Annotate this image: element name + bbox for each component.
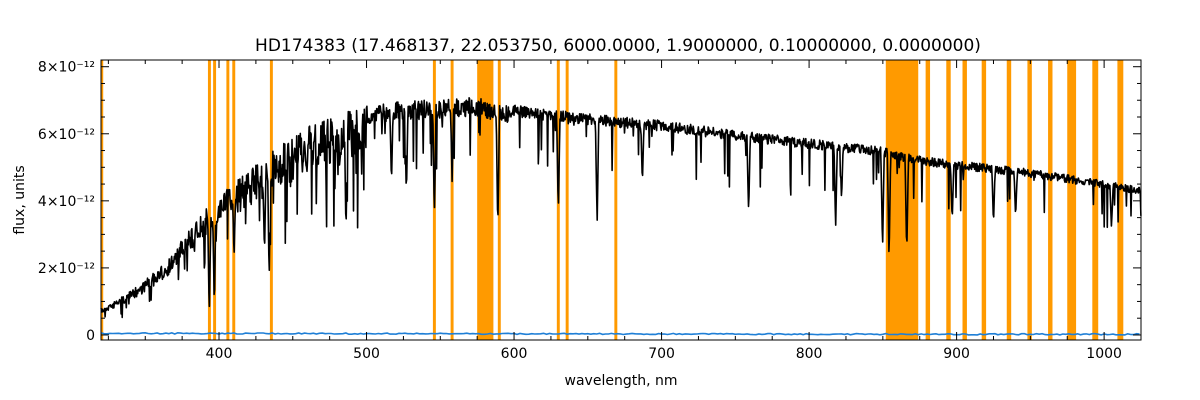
- masked-region-7: [450, 60, 454, 340]
- y-axis-title: flux, units: [12, 165, 28, 234]
- masked-regions: [101, 60, 1124, 340]
- masked-region-20: [1048, 60, 1053, 340]
- spectrum-series: [100, 97, 1142, 319]
- x-tick-label: 400: [206, 346, 233, 362]
- y-tick-label: 2×10⁻¹²: [38, 261, 95, 277]
- x-tick-label: 500: [353, 346, 380, 362]
- masked-region-8: [477, 60, 494, 340]
- spectrum-line: [100, 97, 1142, 319]
- masked-region-1: [207, 60, 211, 340]
- masked-region-9: [497, 60, 501, 340]
- plot-frame: [100, 59, 1142, 341]
- y-axis: 0 2×10⁻¹² 4×10⁻¹² 6×10⁻¹² 8×10⁻¹²: [38, 60, 1141, 344]
- x-axis-title: wavelength, nm: [565, 373, 678, 389]
- chart-title: HD174383 (17.468137, 22.053750, 6000.000…: [255, 36, 981, 56]
- masked-region-14: [925, 60, 931, 340]
- masked-region-11: [565, 60, 569, 340]
- masked-region-18: [1006, 60, 1012, 340]
- masked-region-22: [1092, 60, 1099, 340]
- x-axis: 400 500 600 700 800 900 1000: [107, 60, 1142, 362]
- y-tick-label: 4×10⁻¹²: [38, 194, 95, 210]
- masked-region-23: [1117, 60, 1124, 340]
- masked-region-2: [213, 60, 217, 340]
- masked-region-16: [962, 60, 967, 340]
- x-tick-label: 700: [648, 346, 675, 362]
- masked-region-17: [981, 60, 987, 340]
- error-series: [100, 331, 1140, 336]
- masked-region-12: [614, 60, 618, 340]
- y-tick-label: 6×10⁻¹²: [38, 127, 95, 143]
- masked-region-4: [232, 60, 236, 340]
- x-tick-label: 900: [943, 346, 970, 362]
- y-tick-label: 8×10⁻¹²: [38, 60, 95, 76]
- masked-region-13: [885, 60, 919, 340]
- masked-region-19: [1027, 60, 1032, 340]
- x-tick-label: 600: [501, 346, 528, 362]
- x-tick-label: 800: [796, 346, 823, 362]
- masked-region-0: [101, 60, 104, 340]
- masked-region-21: [1067, 60, 1077, 340]
- error-line: [100, 331, 1140, 336]
- x-tick-label: 1000: [1086, 346, 1122, 362]
- y-tick-label: 0: [86, 328, 95, 344]
